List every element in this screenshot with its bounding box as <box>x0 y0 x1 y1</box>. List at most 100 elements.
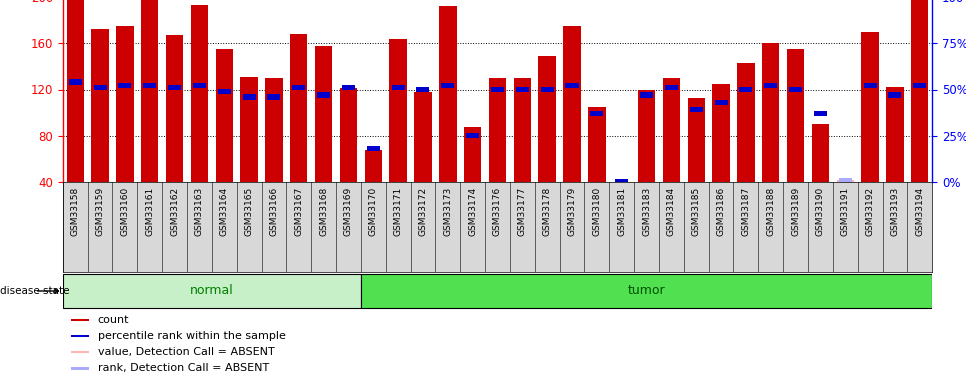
Text: GSM33177: GSM33177 <box>518 186 526 236</box>
Text: GSM33192: GSM33192 <box>866 186 874 236</box>
Text: percentile rank within the sample: percentile rank within the sample <box>98 331 285 341</box>
Bar <box>92 29 109 182</box>
Text: value, Detection Call = ABSENT: value, Detection Call = ABSENT <box>98 347 274 357</box>
Bar <box>217 89 231 94</box>
Bar <box>491 87 504 92</box>
Bar <box>242 94 256 99</box>
Bar <box>268 94 280 99</box>
Text: GSM33174: GSM33174 <box>469 186 477 236</box>
Bar <box>441 83 454 88</box>
Text: GSM33171: GSM33171 <box>393 186 403 236</box>
Text: GSM33179: GSM33179 <box>567 186 577 236</box>
Bar <box>340 88 357 182</box>
Bar <box>141 0 158 182</box>
Bar <box>889 93 901 98</box>
Bar <box>638 90 655 182</box>
Text: GSM33181: GSM33181 <box>617 186 626 236</box>
Text: normal: normal <box>190 284 234 297</box>
Text: GSM33161: GSM33161 <box>145 186 155 236</box>
Bar <box>166 35 184 182</box>
Bar <box>389 39 407 182</box>
Bar <box>489 78 506 182</box>
Bar <box>367 146 380 151</box>
Bar <box>787 49 805 182</box>
Bar <box>69 80 82 85</box>
Bar <box>541 87 554 92</box>
Text: GSM33159: GSM33159 <box>96 186 104 236</box>
Bar <box>814 111 827 116</box>
Bar <box>615 179 628 184</box>
Bar <box>168 85 181 90</box>
Bar <box>290 34 307 182</box>
Bar <box>715 100 727 105</box>
Text: GSM33173: GSM33173 <box>443 186 452 236</box>
Text: GSM33167: GSM33167 <box>295 186 303 236</box>
Bar <box>315 46 332 182</box>
Bar <box>391 85 405 90</box>
Text: disease state: disease state <box>0 286 70 296</box>
Text: rank, Detection Call = ABSENT: rank, Detection Call = ABSENT <box>98 363 269 374</box>
Bar <box>811 124 829 182</box>
Bar <box>862 32 879 182</box>
Text: GSM33176: GSM33176 <box>493 186 502 236</box>
Bar <box>538 56 555 182</box>
Bar <box>94 85 106 90</box>
Bar <box>789 87 802 92</box>
Bar <box>414 92 432 182</box>
Text: GSM33184: GSM33184 <box>667 186 676 236</box>
Bar <box>590 111 604 116</box>
Text: GSM33186: GSM33186 <box>717 186 725 236</box>
Bar <box>71 351 89 353</box>
Text: GSM33165: GSM33165 <box>244 186 254 236</box>
Text: GSM33190: GSM33190 <box>816 186 825 236</box>
Bar <box>67 0 84 182</box>
Bar <box>416 87 430 92</box>
Bar <box>71 335 89 337</box>
Bar <box>266 78 283 182</box>
Text: count: count <box>98 315 129 325</box>
Text: GSM33178: GSM33178 <box>543 186 552 236</box>
Bar <box>317 93 330 98</box>
Text: GSM33166: GSM33166 <box>270 186 278 236</box>
Text: GSM33169: GSM33169 <box>344 186 353 236</box>
Bar <box>116 26 133 182</box>
Bar <box>665 85 678 90</box>
Bar <box>516 87 528 92</box>
Text: GSM33170: GSM33170 <box>369 186 378 236</box>
Text: GSM33187: GSM33187 <box>741 186 751 236</box>
Bar <box>361 274 932 308</box>
Bar <box>71 319 89 321</box>
Text: GSM33180: GSM33180 <box>592 186 602 236</box>
Text: GSM33164: GSM33164 <box>219 186 229 236</box>
Text: GSM33194: GSM33194 <box>915 186 924 236</box>
Bar <box>838 177 852 183</box>
Text: GSM33188: GSM33188 <box>766 186 776 236</box>
Bar <box>690 107 702 112</box>
Bar <box>71 368 89 370</box>
Text: GSM33185: GSM33185 <box>692 186 700 236</box>
Bar <box>913 83 926 88</box>
Bar <box>764 83 778 88</box>
Text: GSM33172: GSM33172 <box>418 186 428 236</box>
Text: tumor: tumor <box>628 284 666 297</box>
Bar <box>514 78 531 182</box>
Bar <box>886 87 903 182</box>
Text: GSM33193: GSM33193 <box>891 186 899 236</box>
Text: GSM33189: GSM33189 <box>791 186 800 236</box>
Text: GSM33183: GSM33183 <box>642 186 651 236</box>
Bar <box>215 49 233 182</box>
Bar <box>241 77 258 182</box>
Text: GSM33191: GSM33191 <box>840 186 850 236</box>
Bar <box>688 98 705 182</box>
Bar <box>565 83 579 88</box>
Bar <box>193 83 206 88</box>
Bar <box>640 93 653 98</box>
Bar <box>467 133 479 138</box>
Bar <box>837 180 854 182</box>
Bar <box>663 78 680 182</box>
Bar <box>63 274 361 308</box>
Text: GSM33163: GSM33163 <box>195 186 204 236</box>
Bar <box>190 5 208 182</box>
Bar <box>712 84 729 182</box>
Text: GSM33158: GSM33158 <box>71 186 80 236</box>
